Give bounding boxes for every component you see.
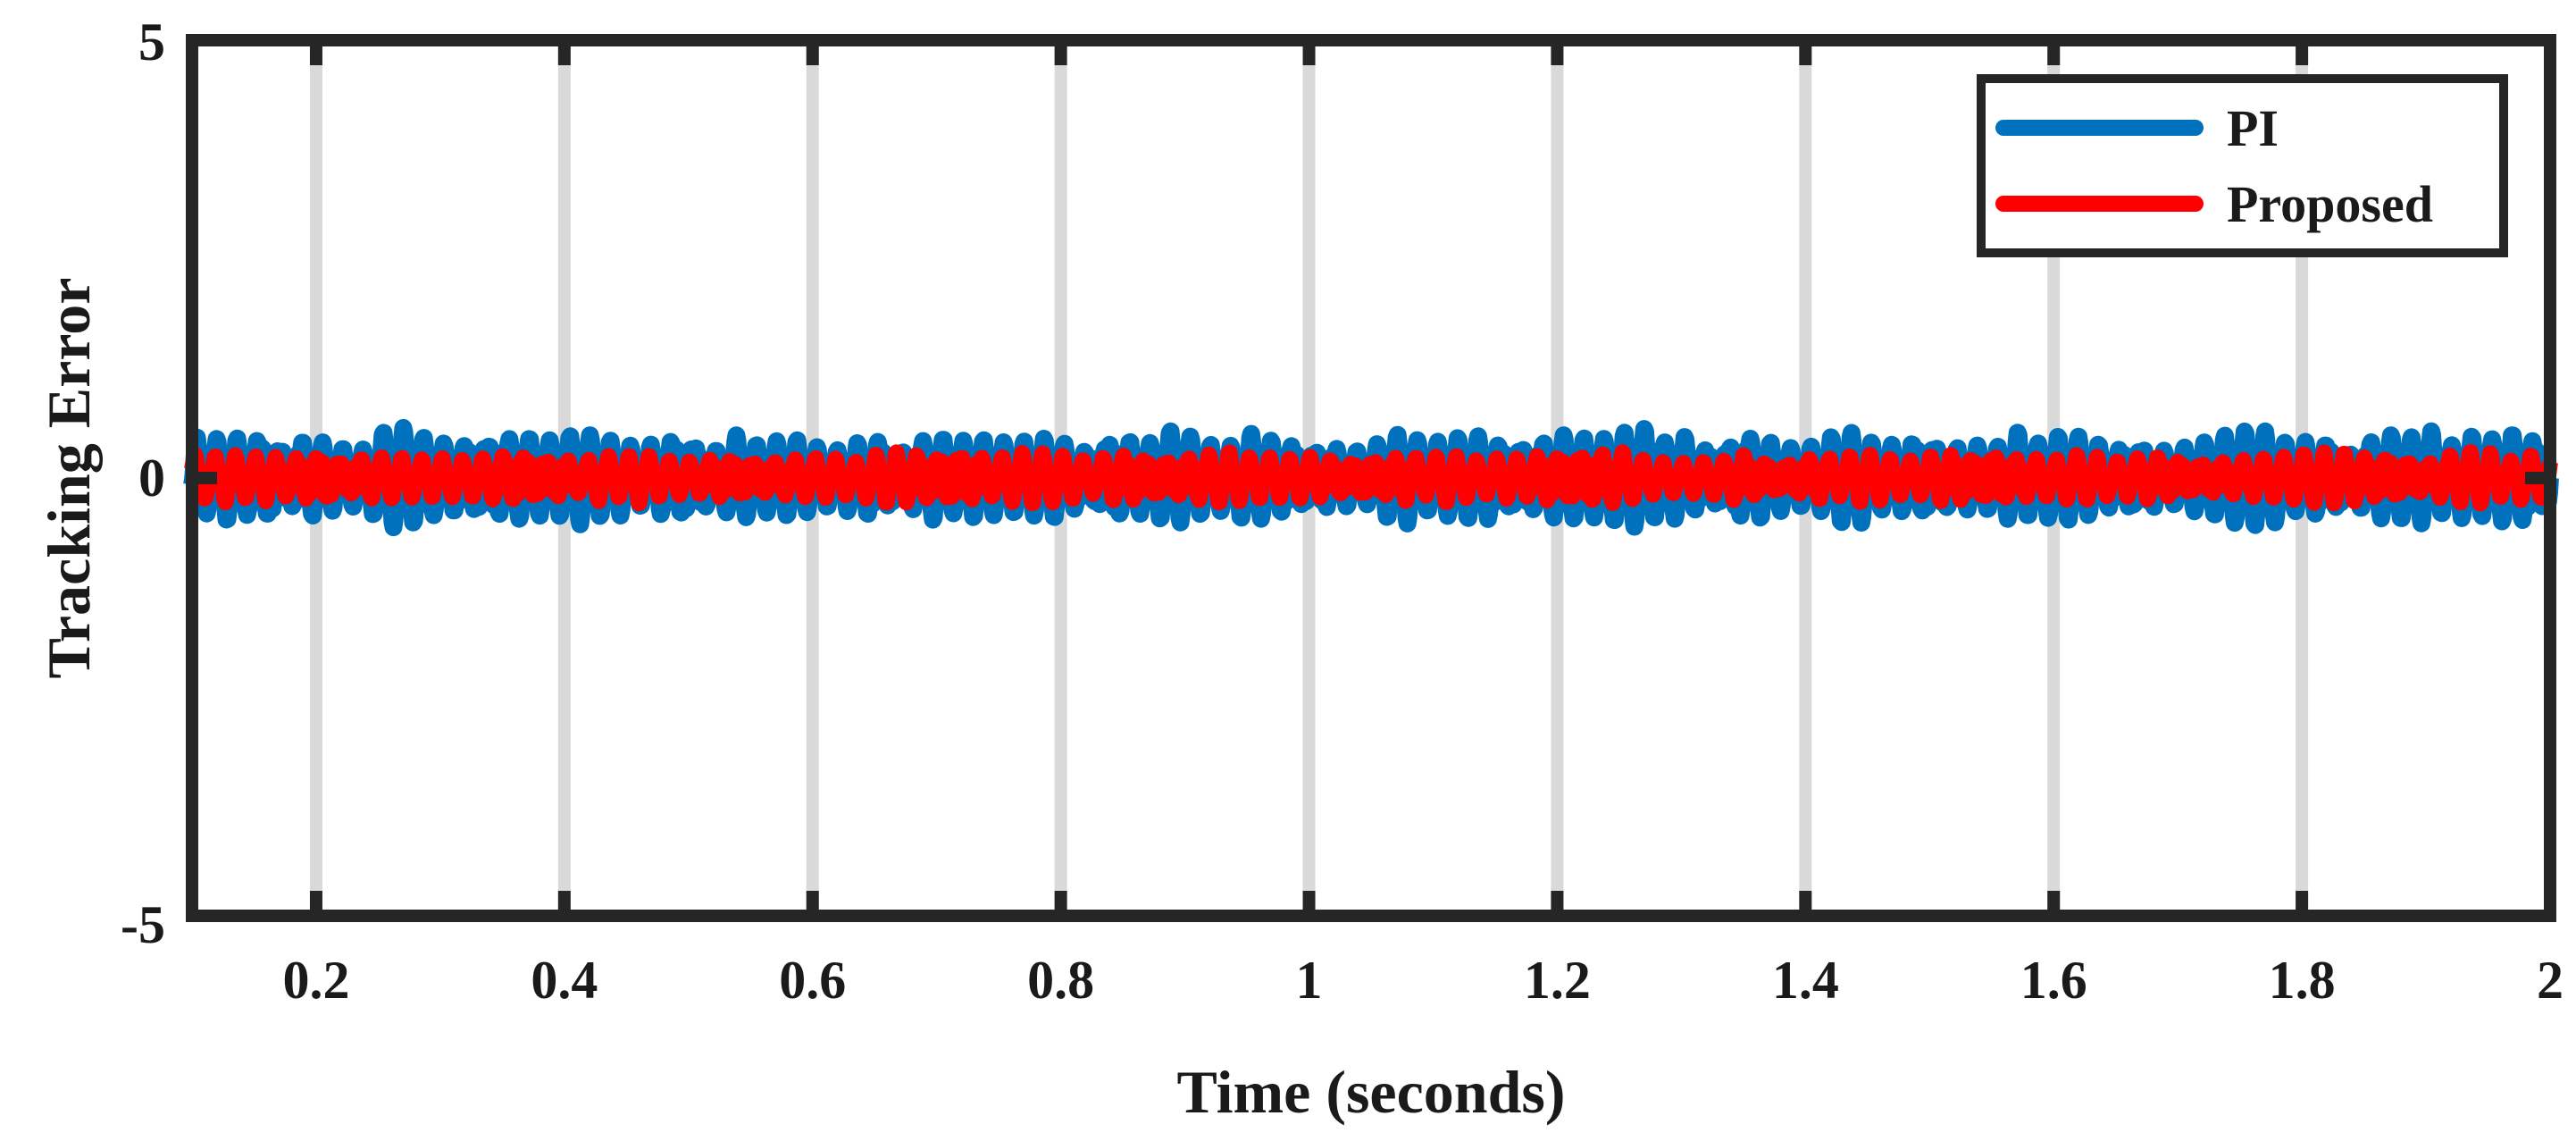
x-tick-label-7: 1.6	[2020, 951, 2087, 1010]
x-axis-label: Time (seconds)	[1176, 1058, 1565, 1126]
legend-label-pi: PI	[2227, 99, 2279, 157]
tick-labels: 0.2 0.4 0.6 0.8 1 1.2 1.4 1.6 1.8 2 -5 0 5	[121, 13, 2563, 1010]
series-lines	[183, 419, 2559, 537]
x-tick-label-5: 1.2	[1524, 951, 1591, 1010]
x-tick-label-4: 1	[1296, 951, 1323, 1010]
x-tick-label-3: 0.8	[1027, 951, 1094, 1010]
y-tick-label-0: -5	[121, 895, 165, 954]
x-tick-label-9: 2	[2537, 951, 2563, 1010]
y-axis-label: Tracking Error	[35, 278, 103, 679]
y-tick-label-1: 0	[138, 449, 165, 508]
x-tick-label-8: 1.8	[2269, 951, 2336, 1010]
y-tick-label-2: 5	[138, 13, 165, 71]
x-tick-label-6: 1.4	[1772, 951, 1839, 1010]
tick-marks	[192, 34, 2556, 922]
legend: PI Proposed	[1977, 74, 2508, 257]
series-line-proposed	[184, 444, 2558, 512]
legend-box	[1977, 74, 2508, 257]
x-tick-label-1: 0.4	[531, 951, 598, 1010]
legend-label-proposed: Proposed	[2227, 175, 2433, 233]
x-tick-label-2: 0.6	[779, 951, 846, 1010]
x-tick-label-0: 0.2	[282, 951, 349, 1010]
